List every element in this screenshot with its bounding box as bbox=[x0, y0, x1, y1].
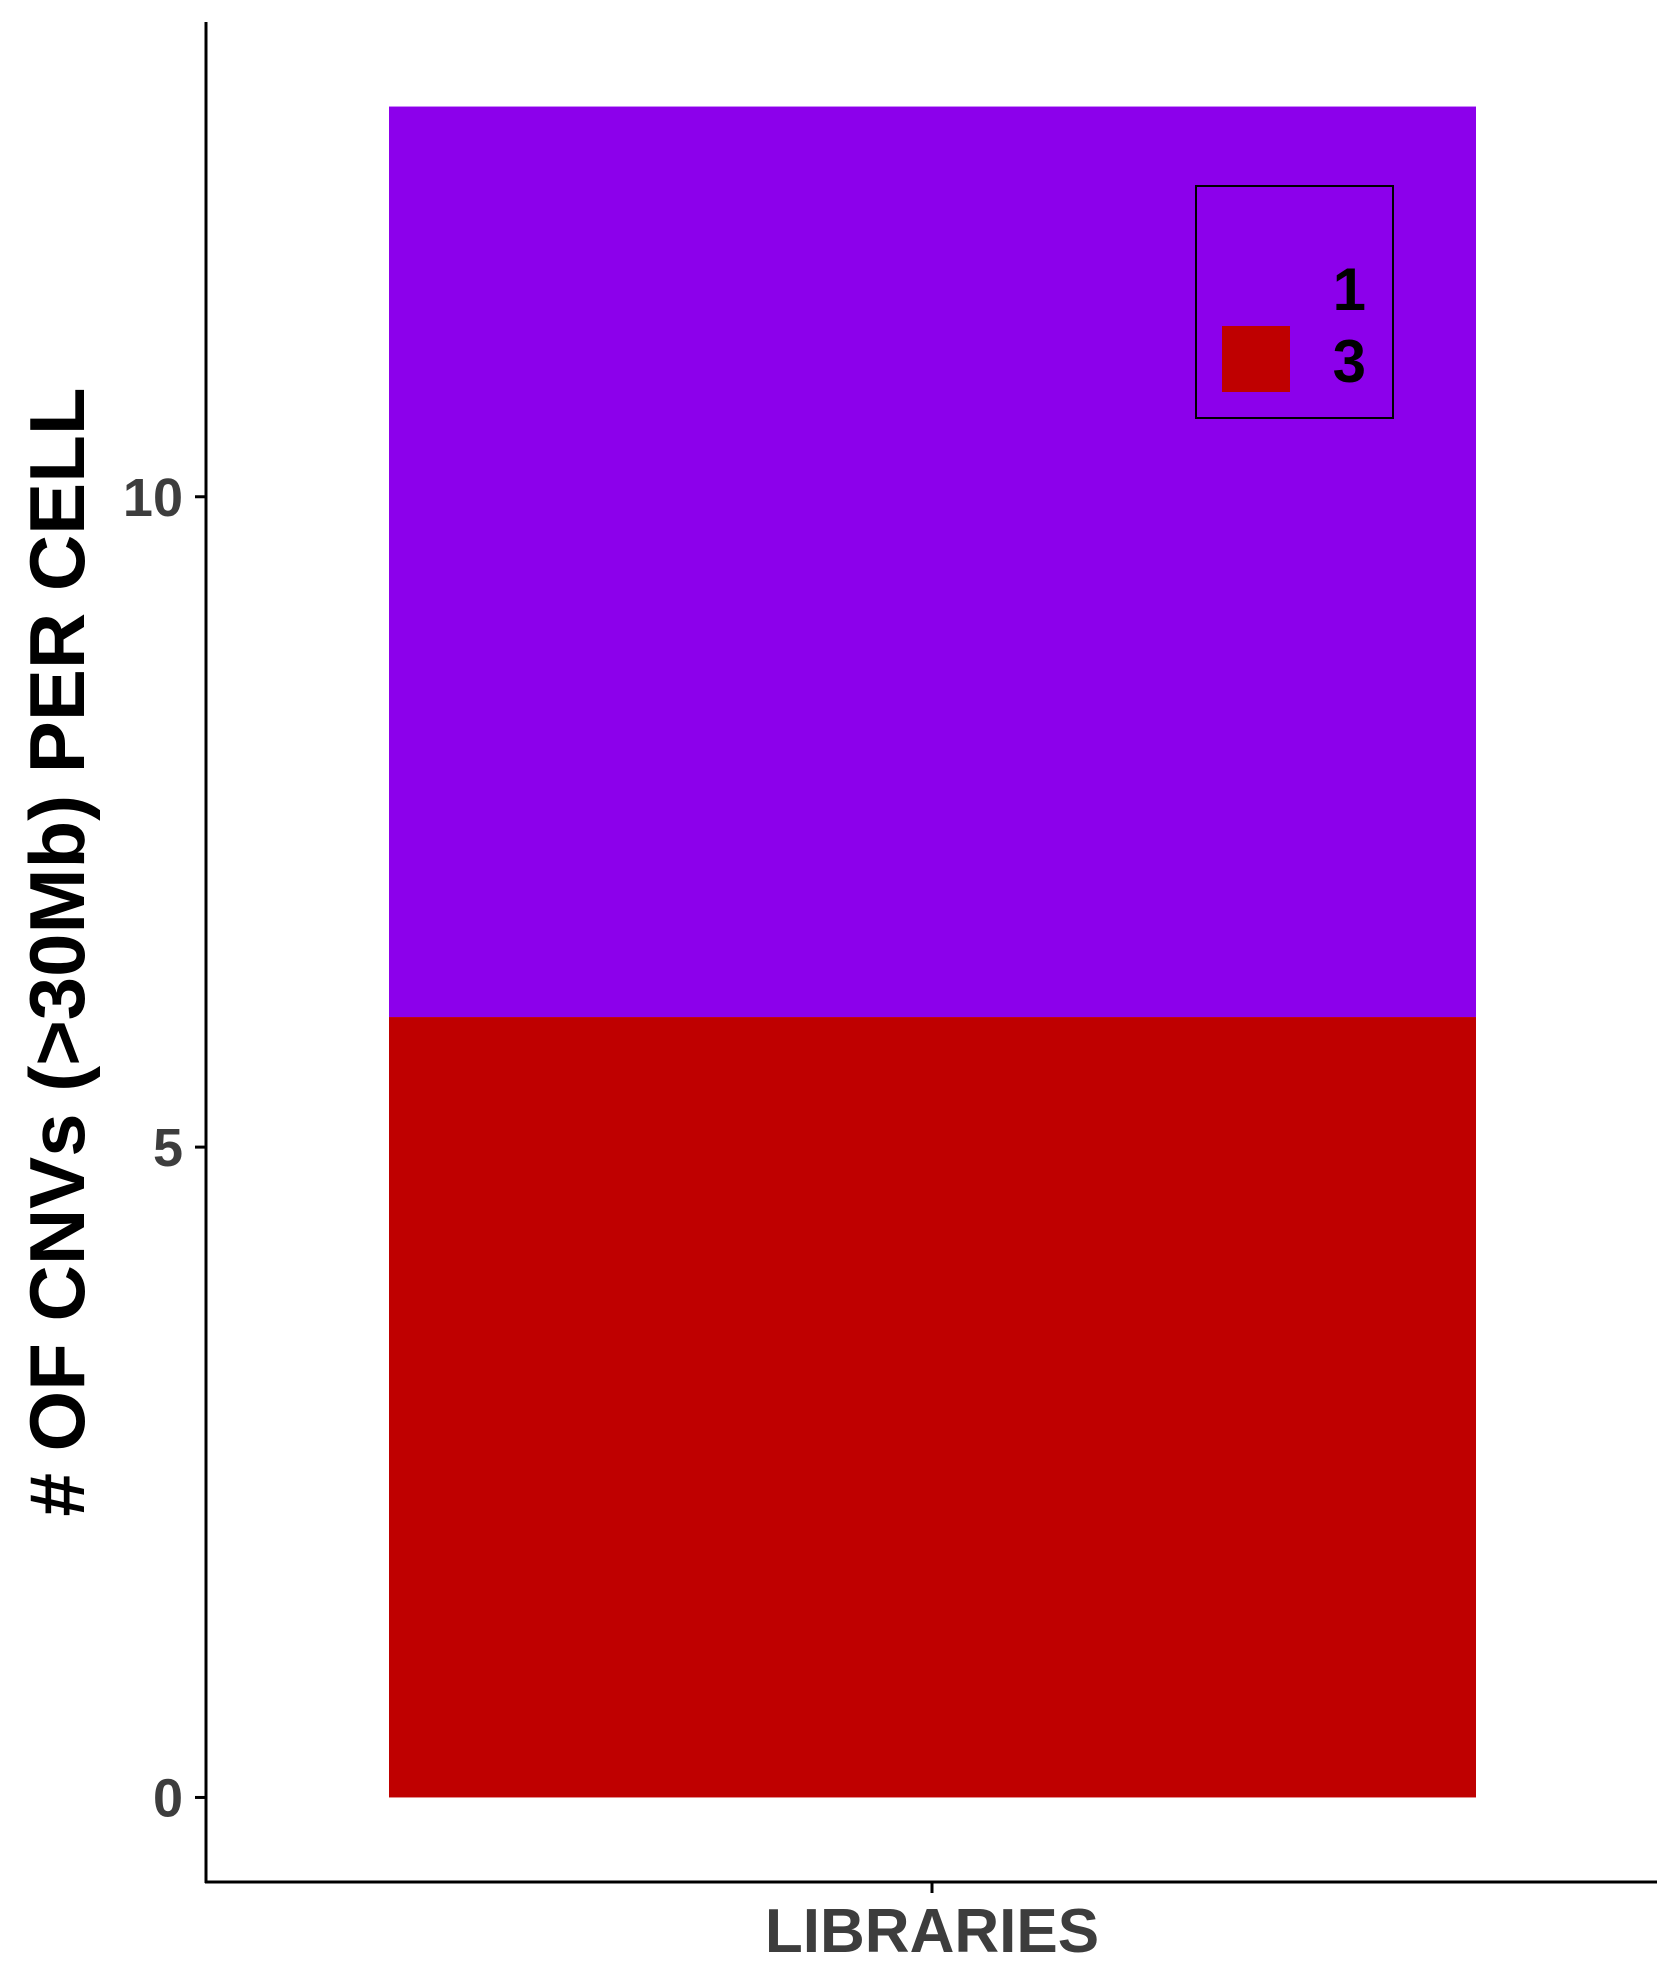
x-axis-title: LIBRARIES bbox=[765, 1897, 1099, 1966]
legend-swatch-3 bbox=[1222, 326, 1290, 392]
y-ticks: 0 5 10 bbox=[123, 468, 206, 1828]
legend: 1 3 bbox=[1195, 185, 1394, 419]
bar-layer bbox=[389, 106, 1476, 1798]
y-tick-label: 0 bbox=[153, 1768, 183, 1828]
axes bbox=[204, 22, 1657, 1893]
legend-label-3: 3 bbox=[1333, 328, 1366, 395]
y-axis-title: # OF CNVs (>30Mb) PER CELL bbox=[13, 387, 101, 1516]
y-tick-label: 10 bbox=[123, 468, 183, 528]
bar-segment-1 bbox=[389, 106, 1476, 1018]
legend-label-1: 1 bbox=[1333, 256, 1366, 323]
legend-box bbox=[1195, 185, 1394, 419]
bar-segment-3 bbox=[389, 1017, 1476, 1798]
y-tick-label: 5 bbox=[153, 1118, 183, 1178]
